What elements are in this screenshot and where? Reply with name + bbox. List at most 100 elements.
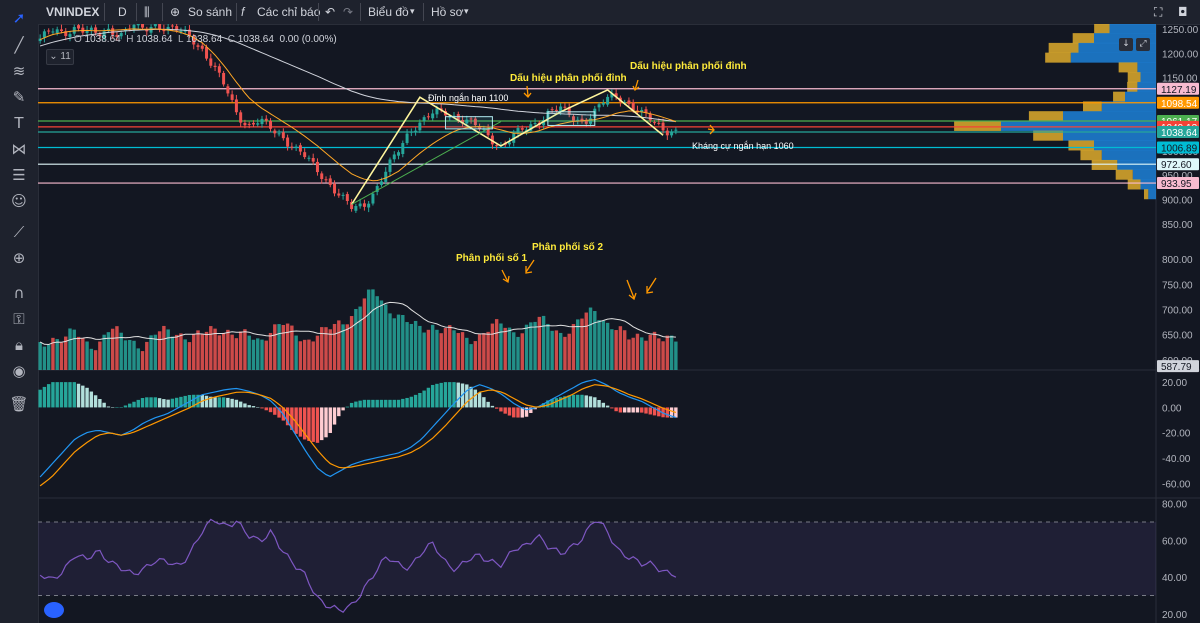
volume-bar	[635, 333, 640, 370]
indicator-collapse-button[interactable]: ⌄ 11	[46, 49, 74, 65]
undo-icon[interactable]: ↶	[325, 5, 336, 19]
candle-body	[290, 146, 294, 148]
chart-canvas[interactable]: 1250.001200.001150.001100.001050.001000.…	[38, 24, 1200, 623]
volume-bar	[119, 332, 123, 370]
macd-histogram-bar	[409, 396, 414, 408]
volume-bar	[529, 322, 533, 370]
macd-histogram-bar	[51, 382, 55, 408]
macd-histogram-bar	[358, 400, 362, 408]
macd-histogram-bar	[614, 407, 618, 412]
macd-histogram-bar	[251, 406, 256, 408]
volume-bar	[413, 320, 418, 370]
macd-histogram-bar	[243, 403, 247, 408]
fullscreen-icon[interactable]: ⛶	[1154, 5, 1163, 19]
macd-histogram-bar	[486, 401, 490, 408]
macd-histogram-bar	[268, 407, 273, 413]
y-tick-label: 20.00	[1162, 610, 1187, 621]
macd-histogram-bar	[529, 407, 533, 413]
macd-histogram-bar	[102, 402, 106, 408]
macd-histogram-bar	[482, 397, 486, 408]
pattern-icon[interactable]: ⋈	[11, 140, 27, 158]
macd-histogram-bar	[588, 396, 593, 408]
compare-button[interactable]: So sánh	[188, 5, 233, 19]
candle-body	[486, 129, 490, 136]
macd-histogram-bar	[640, 407, 644, 413]
macd-histogram-bar	[473, 389, 478, 408]
candle-body	[670, 132, 674, 136]
divider	[236, 3, 237, 21]
candle-body	[51, 31, 55, 33]
candles-icon[interactable]: ⫼	[144, 5, 150, 19]
volume-bar	[477, 334, 482, 370]
macd-histogram-bar	[571, 394, 576, 408]
profile-bar	[1113, 91, 1125, 102]
interval-button[interactable]: D	[118, 5, 127, 19]
volume-bar	[332, 323, 337, 370]
macd-histogram-bar	[439, 382, 443, 408]
volume-bar	[665, 335, 670, 370]
candle-body	[298, 145, 302, 152]
open-value: 1038.64	[84, 34, 121, 45]
trend-line-icon[interactable]: ╱	[14, 36, 24, 54]
volume-last-badge-bg	[1157, 360, 1199, 373]
candle-body	[217, 66, 221, 73]
profile-bar	[1101, 101, 1156, 112]
volume-bar	[213, 328, 217, 370]
candle-body	[256, 123, 260, 125]
candle-body	[102, 31, 106, 38]
volume-bar	[251, 339, 256, 370]
macd-histogram-bar	[217, 397, 222, 408]
volume-bar	[285, 323, 290, 370]
volume-bar	[324, 327, 328, 370]
volume-bar	[605, 322, 610, 370]
trend-line	[351, 121, 502, 205]
arrow-down-icon[interactable]: ↓	[1119, 38, 1133, 51]
forecast-icon[interactable]: ☰	[12, 166, 26, 184]
magnet-icon[interactable]: ∩	[13, 284, 25, 302]
lock-drawing-icon[interactable]: ⚿	[13, 310, 25, 328]
volume-bar	[601, 320, 606, 370]
candle-body	[533, 123, 537, 125]
eye-icon[interactable]: ◉	[12, 362, 26, 380]
symbol-search[interactable]: VNINDEX	[46, 5, 100, 19]
macd-histogram-bar	[554, 398, 559, 408]
redo-icon[interactable]: ↷	[343, 5, 354, 19]
zoom-in-icon[interactable]: ⊕	[12, 249, 26, 267]
volume-bar	[354, 309, 358, 370]
volume-bar	[307, 339, 311, 370]
maximize-icon[interactable]: ⤢	[1136, 38, 1150, 51]
profile-menu[interactable]: Hồ sơ	[431, 5, 464, 19]
candle-body	[337, 193, 341, 196]
profile-bar	[1028, 111, 1063, 122]
candle-body	[379, 181, 383, 185]
candle-body	[179, 30, 183, 33]
y-tick-label: 800.00	[1162, 255, 1193, 266]
volume-bar	[115, 326, 119, 370]
camera-icon[interactable]: ◘	[1178, 5, 1188, 19]
y-tick-label: 60.00	[1162, 536, 1187, 547]
brush-icon[interactable]: ✎	[12, 88, 26, 106]
macd-histogram-bar	[81, 385, 85, 408]
cursor-icon[interactable]: ➚	[12, 9, 26, 27]
candle-body	[239, 112, 243, 123]
volume-bar	[644, 340, 648, 370]
macd-histogram-bar	[38, 389, 42, 408]
candle-body	[478, 126, 482, 129]
macd-histogram-bar	[213, 397, 217, 408]
trash-icon[interactable]: 🗑︎	[9, 395, 29, 413]
macd-histogram-bar	[648, 407, 652, 415]
ruler-icon[interactable]: ⟋	[13, 223, 25, 241]
text-icon[interactable]: T	[14, 114, 24, 132]
candle-body	[341, 194, 345, 196]
candle-body	[507, 142, 511, 145]
y-tick-label: 20.00	[1162, 378, 1187, 389]
macd-histogram-bar	[85, 387, 89, 408]
macd-histogram-bar	[661, 407, 665, 418]
indicators-button[interactable]: Các chỉ báo	[257, 5, 321, 19]
smiley-icon[interactable]: ☺	[11, 192, 27, 210]
level-price-badge: 1006.89	[1161, 143, 1198, 154]
fib-retracement-icon[interactable]: ≋	[12, 62, 26, 80]
divider	[318, 3, 319, 21]
chart-menu[interactable]: Biểu đồ	[368, 5, 409, 19]
lock-icon[interactable]: 🔒︎	[15, 336, 23, 354]
